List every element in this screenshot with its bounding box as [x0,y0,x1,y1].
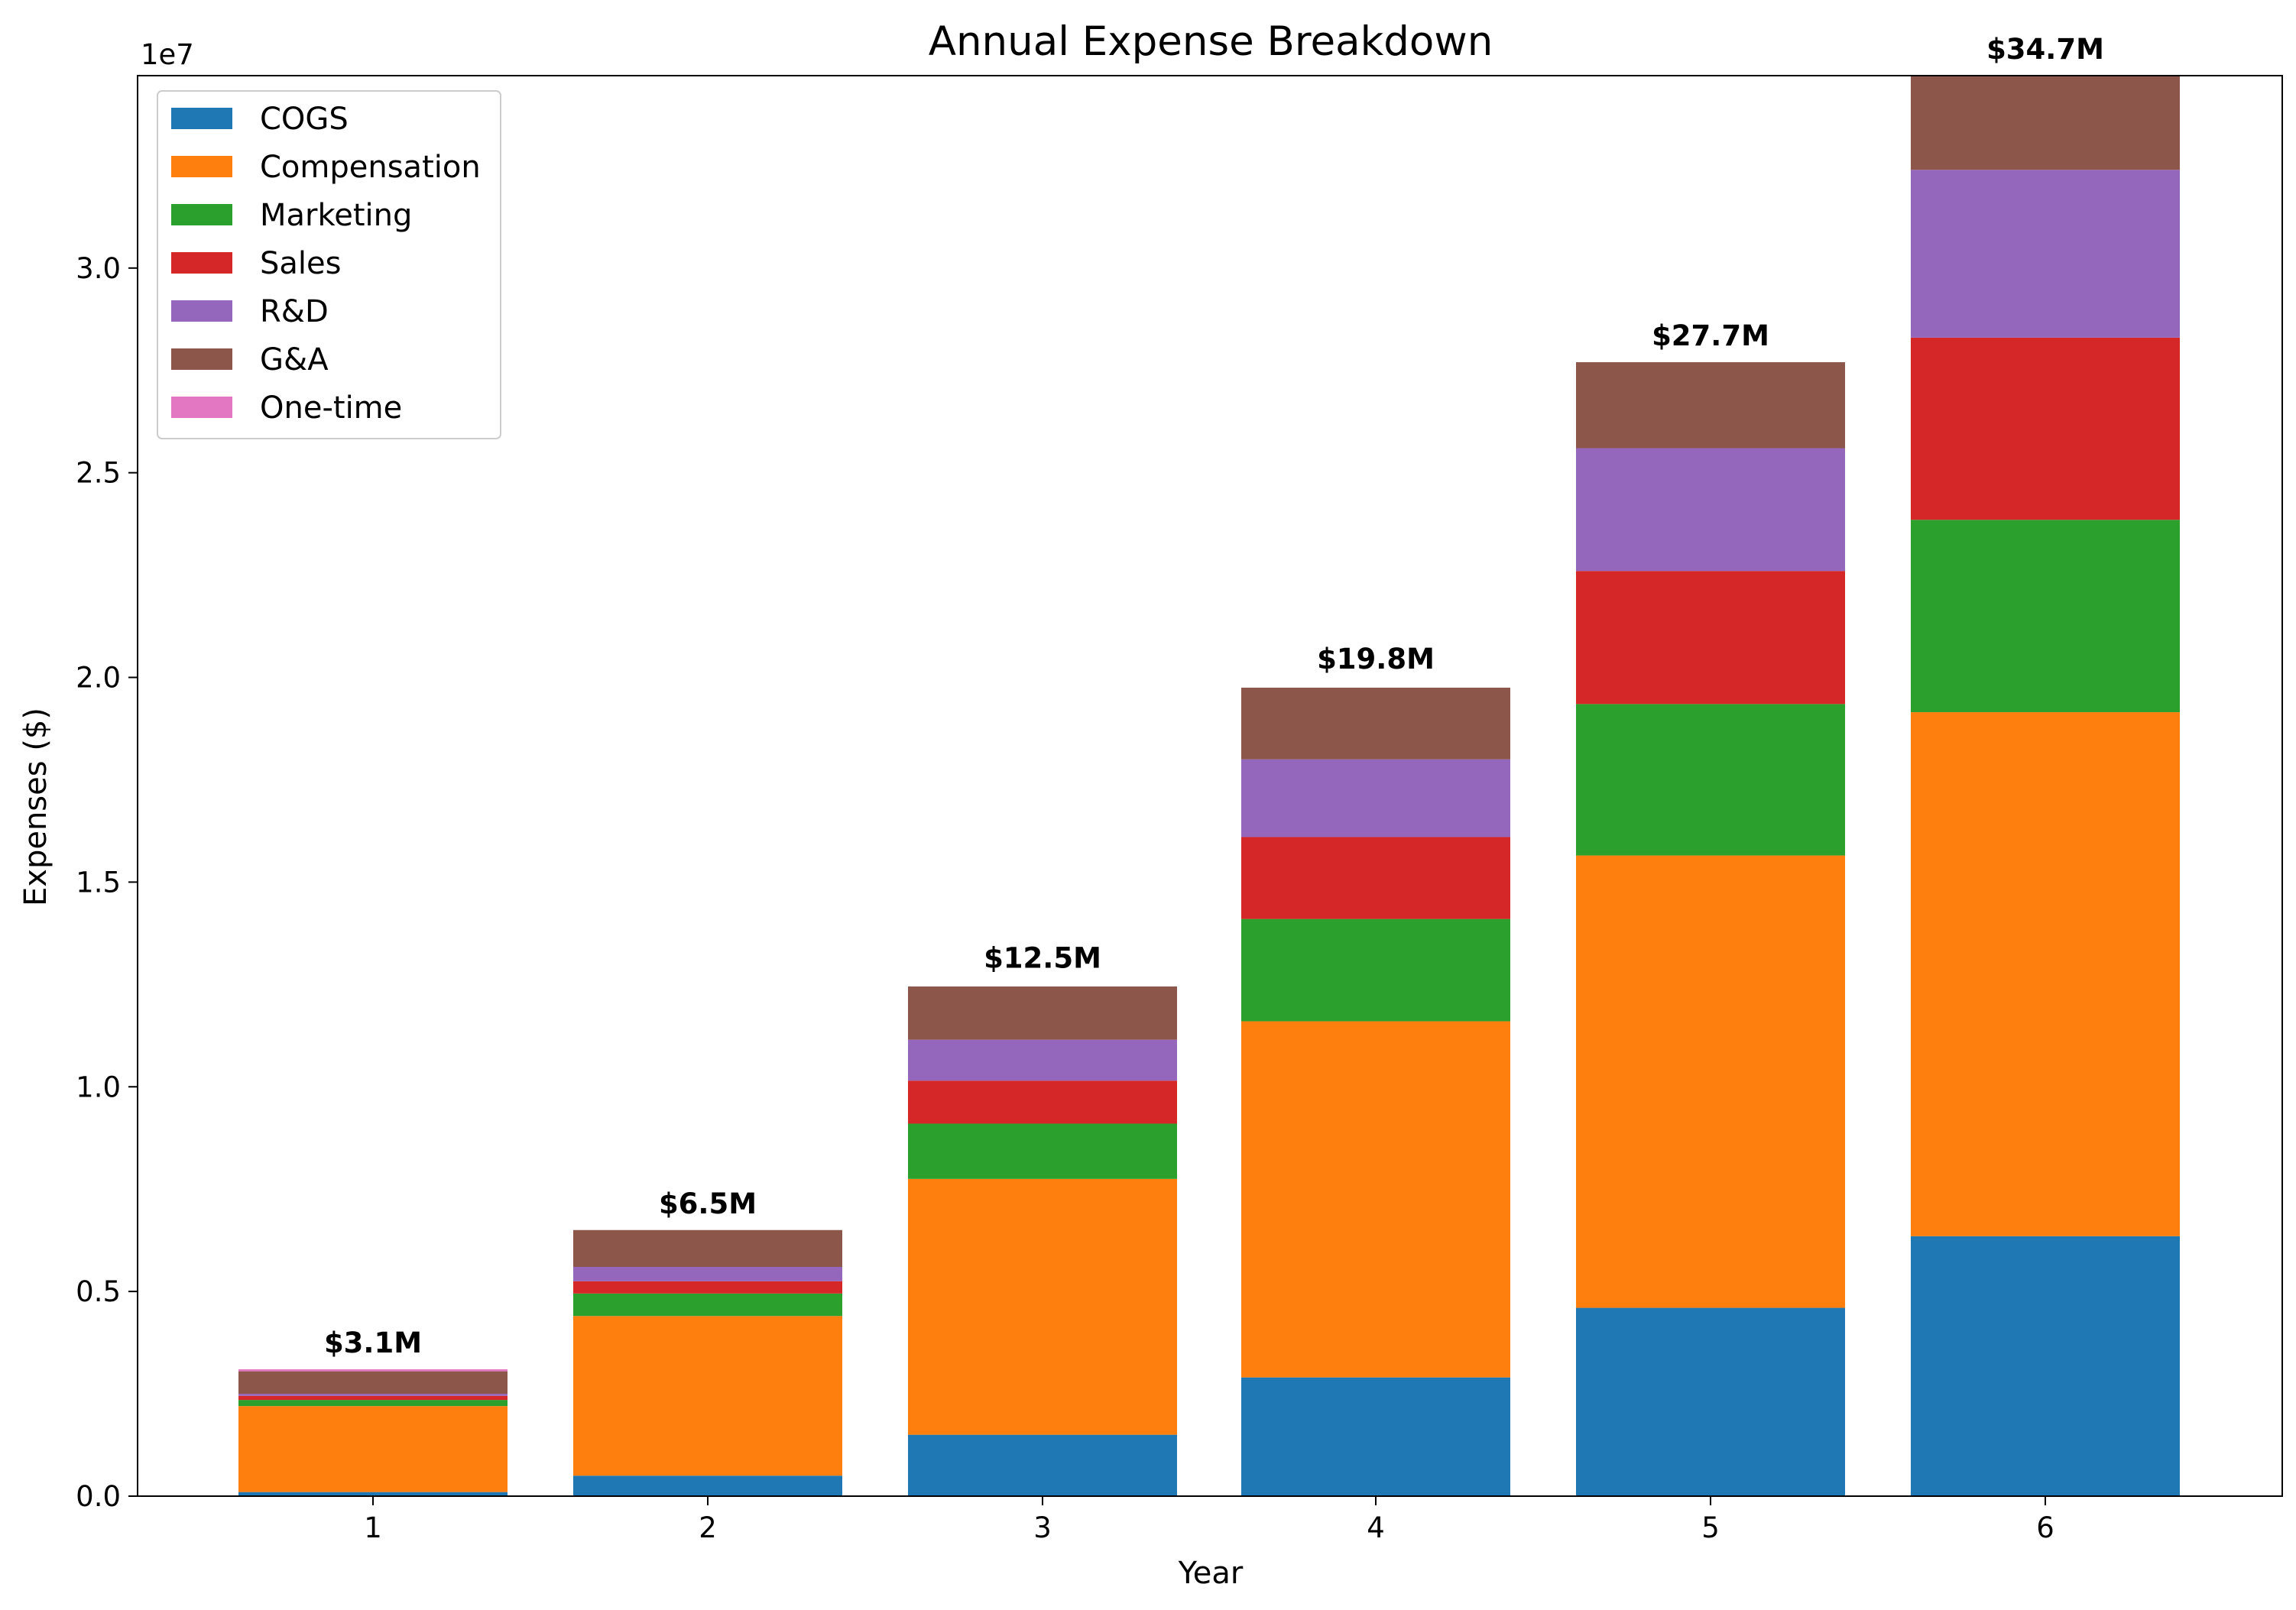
legend-label-compensation: Compensation [260,150,481,185]
total-label-year-4: $19.8M [1317,643,1435,675]
bar-segment-compensation-year-4 [1241,1021,1510,1378]
bar-segment-g-a-year-4 [1241,687,1510,760]
bar-segment-compensation-year-6 [1911,712,2180,1236]
bar-segment-marketing-year-1 [238,1400,508,1407]
y-axis-offset-text: 1e7 [141,38,194,71]
bar-segment-marketing-year-2 [573,1293,842,1317]
x-axis-ticks: 1 2 3 4 5 6 [364,1496,2054,1544]
y-tick-label-3: 1.5 [76,866,121,899]
x-tick-label-3: 3 [1033,1511,1052,1544]
bar-segment-sales-year-1 [238,1395,508,1401]
bar-segment-cogs-year-6 [1911,1236,2180,1496]
legend: COGS Compensation Marketing Sales R&D G&A One-… [157,90,501,439]
legend-swatch-marketing [171,204,232,225]
x-tick-label-1: 1 [364,1511,382,1544]
bar-segment-compensation-year-3 [908,1178,1177,1435]
bar-segment-marketing-year-5 [1576,704,1845,856]
legend-label-r-d: R&D [260,294,329,329]
legend-swatch-cogs [171,108,232,129]
bar-segment-sales-year-5 [1576,571,1845,705]
chart-title: Annual Expense Breakdown [929,18,1493,65]
bar-segment-marketing-year-4 [1241,918,1510,1022]
legend-label-sales: Sales [260,246,341,281]
bar-segment-sales-year-2 [573,1281,842,1294]
x-axis-label: Year [1178,1556,1244,1591]
bar-segment-compensation-year-5 [1576,855,1845,1308]
bar-segment-g-a-year-1 [238,1371,508,1395]
bar-segment-sales-year-4 [1241,837,1510,919]
bar-segment-cogs-year-1 [238,1492,508,1496]
bar-segment-one-time-year-1 [238,1369,508,1372]
bar-segment-g-a-year-5 [1576,362,1845,449]
bar-segment-cogs-year-4 [1241,1377,1510,1496]
legend-swatch-r-d [171,300,232,322]
y-tick-label-2: 1.0 [76,1071,121,1103]
bar-segment-g-a-year-2 [573,1229,842,1267]
bar-segment-r-d-year-3 [908,1039,1177,1081]
legend-label-g-a: G&A [260,342,329,377]
x-tick-label-6: 6 [2036,1511,2054,1544]
bar-segment-sales-year-3 [908,1080,1177,1124]
y-tick-label-1: 0.5 [76,1275,121,1308]
total-label-year-5: $27.7M [1652,319,1769,352]
bar-segment-cogs-year-2 [573,1476,842,1496]
total-label-year-3: $12.5M [984,941,1101,974]
legend-box [157,90,501,439]
bar-segment-g-a-year-3 [908,986,1177,1040]
total-label-year-1: $3.1M [324,1327,422,1359]
y-tick-label-4: 2.0 [76,662,121,695]
legend-label-marketing: Marketing [260,198,412,233]
y-axis-label: Expenses ($) [18,708,54,906]
legend-label-one-time: One-time [260,390,402,426]
y-axis-ticks: 0.0 0.5 1.0 1.5 2.0 2.5 3.0 [76,252,138,1513]
legend-swatch-g-a [171,348,232,370]
x-tick-label-5: 5 [1701,1511,1720,1544]
x-tick-label-4: 4 [1367,1511,1385,1544]
bar-segment-r-d-year-5 [1576,448,1845,572]
total-label-year-6: $34.7M [1986,33,2104,66]
bar-segment-compensation-year-1 [238,1406,508,1492]
legend-label-cogs: COGS [260,102,349,137]
total-labels-group: $3.1M $6.5M $12.5M $19.8M $27.7M $34.7M [324,33,2104,1359]
bar-segment-sales-year-6 [1911,337,2180,520]
y-tick-label-5: 2.5 [76,457,121,490]
bar-segment-r-d-year-2 [573,1266,842,1281]
legend-swatch-compensation [171,156,232,177]
total-label-year-2: $6.5M [659,1187,757,1220]
x-tick-label-2: 2 [699,1511,717,1544]
bar-segment-g-a-year-6 [1911,76,2180,170]
bar-segment-marketing-year-6 [1911,520,2180,713]
legend-swatch-one-time [171,397,232,418]
y-tick-label-0: 0.0 [76,1480,121,1513]
bar-segment-r-d-year-1 [238,1394,508,1396]
bar-segment-marketing-year-3 [908,1123,1177,1179]
bar-segment-r-d-year-6 [1911,170,2180,338]
bars-group [238,76,2180,1496]
bar-segment-r-d-year-4 [1241,759,1510,837]
plot-area-frame [137,75,2283,1497]
y-tick-label-6: 3.0 [76,252,121,285]
legend-swatch-sales [171,252,232,274]
bar-segment-cogs-year-3 [908,1434,1177,1496]
bar-segment-compensation-year-2 [573,1316,842,1476]
bar-segment-cogs-year-5 [1576,1307,1845,1496]
